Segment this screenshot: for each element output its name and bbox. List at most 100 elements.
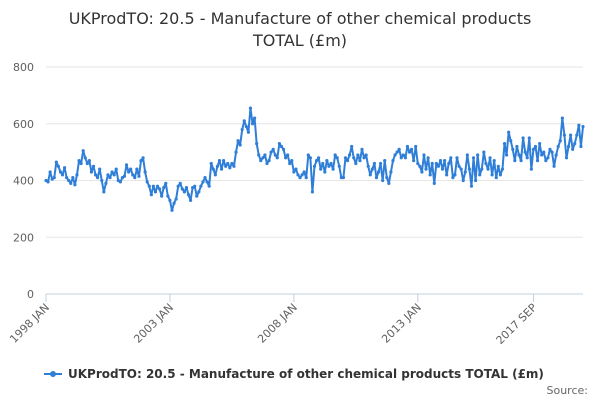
data-point[interactable] <box>226 161 230 166</box>
data-point[interactable] <box>507 130 511 134</box>
data-point[interactable] <box>321 161 325 166</box>
data-point[interactable] <box>471 156 476 160</box>
data-point[interactable] <box>265 161 269 166</box>
data-point[interactable] <box>569 133 573 137</box>
data-point[interactable] <box>521 136 525 140</box>
data-point[interactable] <box>389 170 393 174</box>
data-point[interactable] <box>453 173 457 177</box>
data-point[interactable] <box>552 164 556 168</box>
data-point[interactable] <box>65 176 69 180</box>
data-point[interactable] <box>273 153 277 157</box>
data-point[interactable] <box>358 159 362 163</box>
legend-item-label[interactable]: UKProdTO: 20.5 - Manufacture of other ch… <box>68 367 544 381</box>
data-point[interactable] <box>420 170 424 174</box>
data-point[interactable] <box>69 181 73 185</box>
data-point[interactable] <box>304 176 308 180</box>
data-point[interactable] <box>556 144 560 149</box>
data-point[interactable] <box>317 156 321 160</box>
data-point[interactable] <box>393 153 397 157</box>
data-point[interactable] <box>424 167 428 171</box>
data-point[interactable] <box>100 178 104 183</box>
data-point[interactable] <box>253 116 257 120</box>
data-point[interactable] <box>445 173 449 177</box>
data-point[interactable] <box>333 153 337 157</box>
data-point[interactable] <box>531 147 536 151</box>
data-point[interactable] <box>81 149 85 153</box>
data-point[interactable] <box>436 164 441 168</box>
data-point[interactable] <box>143 170 147 174</box>
data-point[interactable] <box>426 156 430 160</box>
data-point[interactable] <box>463 170 467 174</box>
data-point[interactable] <box>141 156 145 160</box>
data-point[interactable] <box>193 184 197 188</box>
data-point[interactable] <box>234 150 238 154</box>
data-point[interactable] <box>571 147 575 151</box>
data-point[interactable] <box>300 173 304 177</box>
data-point[interactable] <box>188 198 193 202</box>
data-point[interactable] <box>129 167 133 171</box>
data-point[interactable] <box>292 170 296 174</box>
data-point[interactable] <box>440 167 445 171</box>
data-point[interactable] <box>153 190 158 194</box>
data-point[interactable] <box>199 184 203 188</box>
data-point[interactable] <box>331 167 335 171</box>
data-point[interactable] <box>457 164 461 168</box>
data-point[interactable] <box>467 167 471 171</box>
data-point[interactable] <box>412 159 416 163</box>
data-point[interactable] <box>186 193 191 197</box>
data-point[interactable] <box>56 164 60 168</box>
data-point[interactable] <box>238 143 242 147</box>
data-point[interactable] <box>139 159 143 163</box>
data-point[interactable] <box>230 161 234 166</box>
data-point[interactable] <box>465 153 469 157</box>
data-point[interactable] <box>573 142 577 146</box>
data-point[interactable] <box>416 161 420 166</box>
source-credit[interactable]: Source: <box>547 384 589 397</box>
data-point[interactable] <box>89 170 94 174</box>
data-point[interactable] <box>461 178 465 183</box>
data-point[interactable] <box>538 142 542 146</box>
data-point[interactable] <box>122 174 127 178</box>
data-point[interactable] <box>387 181 391 185</box>
data-point[interactable] <box>275 156 279 160</box>
data-point[interactable] <box>451 176 455 180</box>
data-point[interactable] <box>271 147 275 151</box>
data-point[interactable] <box>302 170 306 174</box>
data-point[interactable] <box>219 167 224 171</box>
data-point[interactable] <box>579 144 583 149</box>
data-point[interactable] <box>112 173 116 177</box>
data-point[interactable] <box>145 180 149 184</box>
data-point[interactable] <box>114 167 118 171</box>
data-point[interactable] <box>509 139 513 143</box>
data-point[interactable] <box>155 184 160 188</box>
data-point[interactable] <box>535 159 540 163</box>
data-point[interactable] <box>519 159 523 163</box>
data-point[interactable] <box>350 144 354 149</box>
data-point[interactable] <box>197 190 201 194</box>
data-point[interactable] <box>147 184 151 188</box>
data-point[interactable] <box>135 167 139 171</box>
data-point[interactable] <box>428 173 432 177</box>
data-point[interactable] <box>443 159 447 163</box>
data-point[interactable] <box>224 164 228 168</box>
data-point[interactable] <box>290 159 294 163</box>
data-point[interactable] <box>244 124 248 129</box>
legend[interactable]: UKProdTO: 20.5 - Manufacture of other ch… <box>44 367 544 381</box>
data-point[interactable] <box>478 173 482 177</box>
data-point[interactable] <box>46 180 50 184</box>
data-point[interactable] <box>529 167 533 171</box>
data-point[interactable] <box>93 173 98 177</box>
data-point[interactable] <box>558 139 562 143</box>
data-point[interactable] <box>240 127 244 132</box>
data-point[interactable] <box>166 194 170 198</box>
data-point[interactable] <box>356 153 360 157</box>
data-point[interactable] <box>98 167 102 171</box>
data-point[interactable] <box>269 150 273 154</box>
data-point[interactable] <box>296 173 300 177</box>
data-point[interactable] <box>71 176 75 180</box>
data-point[interactable] <box>500 167 505 171</box>
data-point[interactable] <box>261 156 265 160</box>
data-point[interactable] <box>207 184 211 188</box>
data-point[interactable] <box>504 153 509 157</box>
data-point[interactable] <box>314 159 319 163</box>
